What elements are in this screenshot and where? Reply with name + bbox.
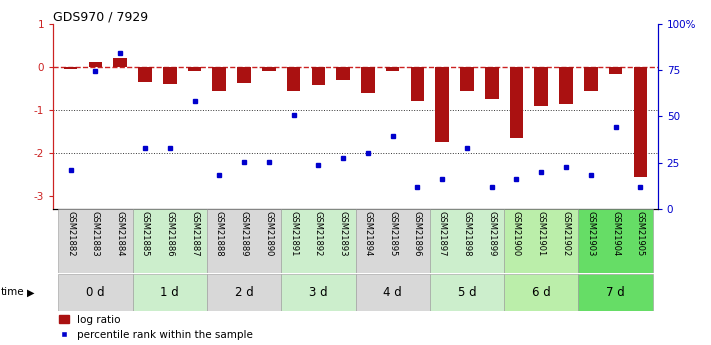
Text: GSM21890: GSM21890 [264, 211, 273, 256]
Bar [460, 67, 474, 91]
Text: GSM21886: GSM21886 [165, 211, 174, 256]
Bar [386, 67, 400, 70]
Bar [113, 58, 127, 67]
Text: GSM21900: GSM21900 [512, 211, 521, 256]
Text: 3 d: 3 d [309, 286, 328, 299]
Bar [287, 67, 300, 91]
Bar [207, 274, 281, 310]
Bar [411, 67, 424, 101]
Text: GSM21898: GSM21898 [462, 211, 471, 256]
Text: 7 d: 7 d [606, 286, 625, 299]
Text: GSM21884: GSM21884 [116, 211, 124, 256]
Bar [435, 67, 449, 142]
Bar [361, 67, 375, 93]
Bar [262, 67, 276, 70]
Bar [138, 67, 151, 82]
Text: 0 d: 0 d [86, 286, 105, 299]
Bar [281, 209, 356, 273]
Bar [237, 67, 251, 83]
Bar [64, 67, 77, 69]
Text: GSM21893: GSM21893 [338, 211, 348, 256]
Bar [132, 209, 207, 273]
Bar [560, 67, 573, 104]
Bar [430, 209, 504, 273]
Bar [58, 209, 132, 273]
Text: time: time [1, 287, 24, 297]
Bar [188, 67, 201, 71]
Bar [311, 67, 325, 85]
Bar [535, 67, 548, 106]
Text: 4 d: 4 d [383, 286, 402, 299]
Text: GSM21904: GSM21904 [611, 211, 620, 256]
Bar [609, 67, 622, 73]
Text: 2 d: 2 d [235, 286, 253, 299]
Bar [213, 67, 226, 91]
Legend: log ratio, percentile rank within the sample: log ratio, percentile rank within the sa… [58, 315, 253, 340]
Bar [504, 209, 579, 273]
Text: GSM21888: GSM21888 [215, 211, 224, 256]
Bar [281, 274, 356, 310]
Text: GSM21895: GSM21895 [388, 211, 397, 256]
Text: GSM21903: GSM21903 [587, 211, 595, 256]
Bar [485, 67, 498, 99]
Bar [430, 274, 504, 310]
Text: GSM21896: GSM21896 [413, 211, 422, 256]
Text: 1 d: 1 d [161, 286, 179, 299]
Text: GSM21899: GSM21899 [487, 211, 496, 256]
Text: ▶: ▶ [27, 287, 35, 297]
Bar [58, 274, 132, 310]
Text: 5 d: 5 d [458, 286, 476, 299]
Text: GSM21882: GSM21882 [66, 211, 75, 256]
Text: GSM21894: GSM21894 [363, 211, 373, 256]
Text: GDS970 / 7929: GDS970 / 7929 [53, 10, 149, 23]
Bar [584, 67, 598, 91]
Bar [163, 67, 176, 84]
Text: GSM21902: GSM21902 [562, 211, 570, 256]
Bar [579, 274, 653, 310]
Text: GSM21887: GSM21887 [190, 211, 199, 256]
Bar [634, 67, 647, 177]
Bar [579, 209, 653, 273]
Bar [336, 67, 350, 80]
Text: GSM21897: GSM21897 [438, 211, 447, 256]
Bar [207, 209, 281, 273]
Text: GSM21885: GSM21885 [141, 211, 149, 256]
Text: GSM21905: GSM21905 [636, 211, 645, 256]
Bar [510, 67, 523, 138]
Text: GSM21883: GSM21883 [91, 211, 100, 256]
Bar [504, 274, 579, 310]
Bar [89, 62, 102, 67]
Text: GSM21892: GSM21892 [314, 211, 323, 256]
Text: GSM21901: GSM21901 [537, 211, 546, 256]
Text: GSM21891: GSM21891 [289, 211, 298, 256]
Text: 6 d: 6 d [532, 286, 550, 299]
Bar [132, 274, 207, 310]
Bar [356, 274, 430, 310]
Bar [356, 209, 430, 273]
Text: GSM21889: GSM21889 [240, 211, 249, 256]
